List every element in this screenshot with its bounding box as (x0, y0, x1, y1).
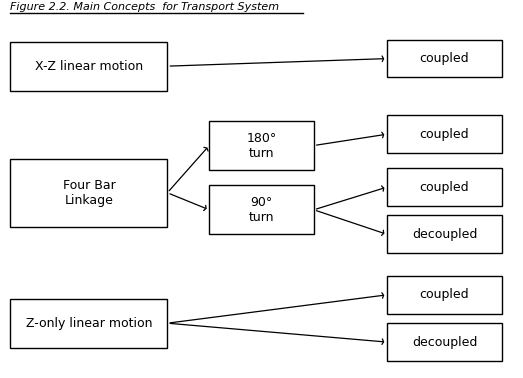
FancyBboxPatch shape (387, 323, 502, 361)
Text: decoupled: decoupled (412, 228, 477, 241)
Text: Figure 2.2. Main Concepts  for Transport System: Figure 2.2. Main Concepts for Transport … (10, 2, 280, 12)
FancyBboxPatch shape (209, 185, 314, 234)
FancyBboxPatch shape (10, 42, 167, 91)
FancyBboxPatch shape (387, 276, 502, 314)
Text: Four Bar
Linkage: Four Bar Linkage (63, 179, 115, 207)
FancyBboxPatch shape (387, 215, 502, 253)
Text: 90°
turn: 90° turn (249, 196, 274, 224)
FancyBboxPatch shape (387, 168, 502, 206)
FancyBboxPatch shape (387, 40, 502, 77)
FancyBboxPatch shape (10, 159, 167, 227)
FancyBboxPatch shape (209, 121, 314, 170)
Text: coupled: coupled (420, 52, 469, 65)
Text: coupled: coupled (420, 288, 469, 301)
Text: decoupled: decoupled (412, 336, 477, 349)
FancyBboxPatch shape (387, 115, 502, 153)
Text: coupled: coupled (420, 181, 469, 194)
Text: coupled: coupled (420, 128, 469, 141)
FancyBboxPatch shape (10, 299, 167, 348)
Text: Z-only linear motion: Z-only linear motion (26, 317, 152, 330)
Text: 180°
turn: 180° turn (246, 132, 277, 160)
Text: X-Z linear motion: X-Z linear motion (35, 60, 143, 73)
